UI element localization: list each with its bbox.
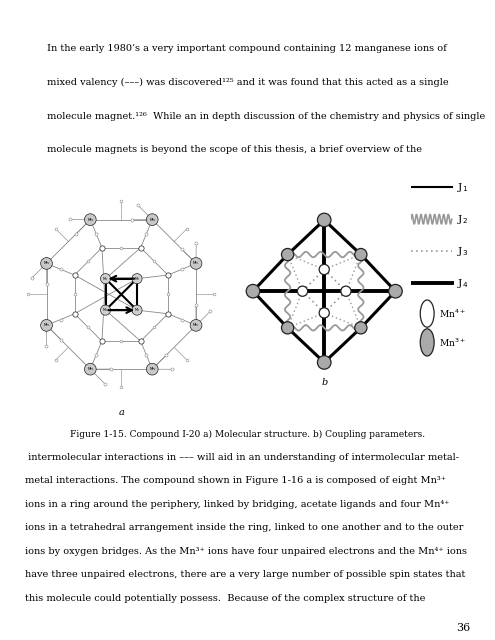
Circle shape: [190, 257, 202, 269]
Circle shape: [282, 248, 294, 260]
Text: ions in a tetrahedral arrangement inside the ring, linked to one another and to : ions in a tetrahedral arrangement inside…: [25, 524, 463, 532]
Text: Mn: Mn: [44, 261, 50, 266]
Text: Mn: Mn: [135, 276, 140, 281]
Text: metal interactions. The compound shown in Figure 1-16 a is composed of eight Mn³: metal interactions. The compound shown i…: [25, 477, 446, 486]
Text: Mn: Mn: [193, 261, 199, 266]
Text: Mn: Mn: [149, 367, 155, 371]
Circle shape: [420, 329, 434, 356]
Circle shape: [132, 274, 142, 284]
Text: mixed valency (–––) was discovered¹²⁵ and it was found that this acted as a sing: mixed valency (–––) was discovered¹²⁵ an…: [47, 78, 448, 87]
Text: Mn: Mn: [193, 323, 199, 328]
Circle shape: [85, 214, 96, 225]
Text: have three unpaired electrons, there are a very large number of possible spin st: have three unpaired electrons, there are…: [25, 570, 465, 579]
Text: Mn: Mn: [88, 367, 93, 371]
Circle shape: [41, 319, 52, 332]
Text: 36: 36: [456, 623, 470, 633]
Text: Mn: Mn: [135, 308, 140, 312]
Text: J$_1$: J$_1$: [456, 180, 468, 194]
Text: ions in a ring around the periphery, linked by bridging, acetate ligands and fou: ions in a ring around the periphery, lin…: [25, 500, 449, 509]
Circle shape: [282, 322, 294, 334]
Circle shape: [147, 364, 158, 375]
Circle shape: [355, 322, 367, 334]
Text: Mn: Mn: [103, 276, 108, 281]
Text: Mn$^{3+}$: Mn$^{3+}$: [439, 336, 466, 349]
Circle shape: [246, 284, 260, 298]
Text: J$_4$: J$_4$: [456, 276, 468, 290]
Circle shape: [41, 257, 52, 269]
Text: molecule magnets is beyond the scope of this thesis, a brief overview of the: molecule magnets is beyond the scope of …: [47, 145, 422, 154]
Text: Mn: Mn: [103, 308, 108, 312]
Circle shape: [319, 308, 329, 318]
Text: this molecule could potentially possess.  Because of the complex structure of th: this molecule could potentially possess.…: [25, 593, 425, 602]
Circle shape: [100, 305, 110, 315]
Text: b: b: [321, 378, 327, 387]
Text: J$_3$: J$_3$: [456, 244, 468, 258]
Circle shape: [317, 356, 331, 369]
Circle shape: [341, 286, 351, 296]
Text: Mn$^{4+}$: Mn$^{4+}$: [439, 307, 466, 320]
Circle shape: [389, 284, 402, 298]
Text: In the early 1980’s a very important compound containing 12 manganese ions of: In the early 1980’s a very important com…: [47, 44, 447, 53]
Circle shape: [355, 248, 367, 260]
Circle shape: [147, 214, 158, 225]
Circle shape: [297, 286, 307, 296]
Text: ions by oxygen bridges. As the Mn³⁺ ions have four unpaired electrons and the Mn: ions by oxygen bridges. As the Mn³⁺ ions…: [25, 547, 467, 556]
Text: Figure 1-15. Compound I-20 a) Molecular structure. b) Coupling parameters.: Figure 1-15. Compound I-20 a) Molecular …: [70, 430, 425, 439]
Text: molecule magnet.¹²⁶  While an in depth discussion of the chemistry and physics o: molecule magnet.¹²⁶ While an in depth di…: [47, 111, 485, 120]
Circle shape: [100, 274, 110, 284]
Circle shape: [317, 213, 331, 227]
Text: Mn: Mn: [44, 323, 50, 328]
Circle shape: [420, 300, 434, 327]
Text: Mn: Mn: [149, 218, 155, 221]
Text: J$_2$: J$_2$: [456, 212, 467, 226]
Circle shape: [190, 319, 202, 332]
Text: a: a: [118, 408, 124, 417]
Circle shape: [85, 364, 96, 375]
Circle shape: [132, 305, 142, 315]
Circle shape: [319, 264, 329, 275]
Text: Mn: Mn: [88, 218, 93, 221]
Text: intermolecular interactions in ––– will aid in an understanding of intermolecula: intermolecular interactions in ––– will …: [25, 453, 459, 462]
